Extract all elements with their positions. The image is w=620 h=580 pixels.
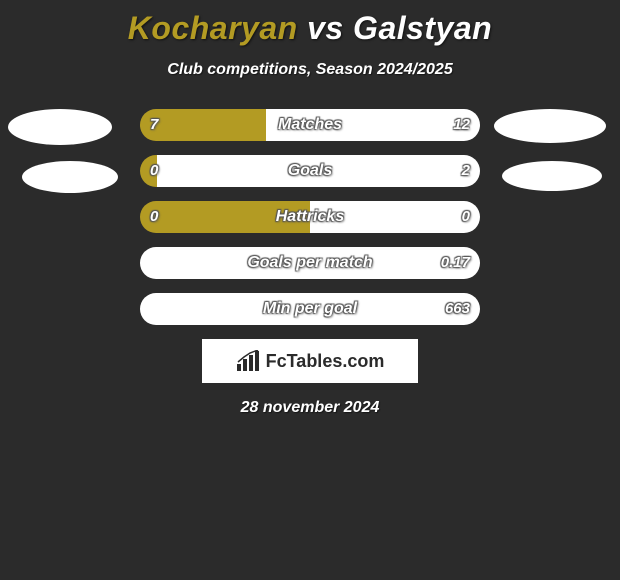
brand-name: FcTables.com bbox=[266, 351, 385, 372]
stat-row: Hattricks00 bbox=[0, 201, 620, 233]
bar-left bbox=[140, 201, 310, 233]
bar-left bbox=[140, 155, 157, 187]
subtitle: Club competitions, Season 2024/2025 bbox=[0, 61, 620, 79]
vs-label: vs bbox=[307, 10, 344, 46]
bar-wrap: Matches712 bbox=[140, 109, 480, 141]
player2-name: Galstyan bbox=[353, 10, 492, 46]
player1-name: Kocharyan bbox=[128, 10, 298, 46]
stat-row: Matches712 bbox=[0, 109, 620, 141]
bar-wrap: Goals02 bbox=[140, 155, 480, 187]
comparison-title: Kocharyan vs Galstyan bbox=[0, 0, 620, 47]
bar-right bbox=[157, 155, 480, 187]
bar-right bbox=[266, 109, 480, 141]
bar-wrap: Hattricks00 bbox=[140, 201, 480, 233]
stat-row: Goals02 bbox=[0, 155, 620, 187]
bar-wrap: Goals per match0.17 bbox=[140, 247, 480, 279]
bar-left bbox=[140, 109, 266, 141]
bar-chart-icon bbox=[236, 350, 262, 372]
brand-logo: FcTables.com bbox=[202, 339, 418, 383]
bar-wrap: Min per goal663 bbox=[140, 293, 480, 325]
bar-right bbox=[140, 293, 480, 325]
bar-right bbox=[140, 247, 480, 279]
stat-row: Goals per match0.17 bbox=[0, 247, 620, 279]
chart-area: Matches712 Goals02 Hattricks00 Goals per ma… bbox=[0, 109, 620, 325]
bar-right bbox=[310, 201, 480, 233]
stat-row: Min per goal663 bbox=[0, 293, 620, 325]
date-label: 28 november 2024 bbox=[0, 399, 620, 417]
